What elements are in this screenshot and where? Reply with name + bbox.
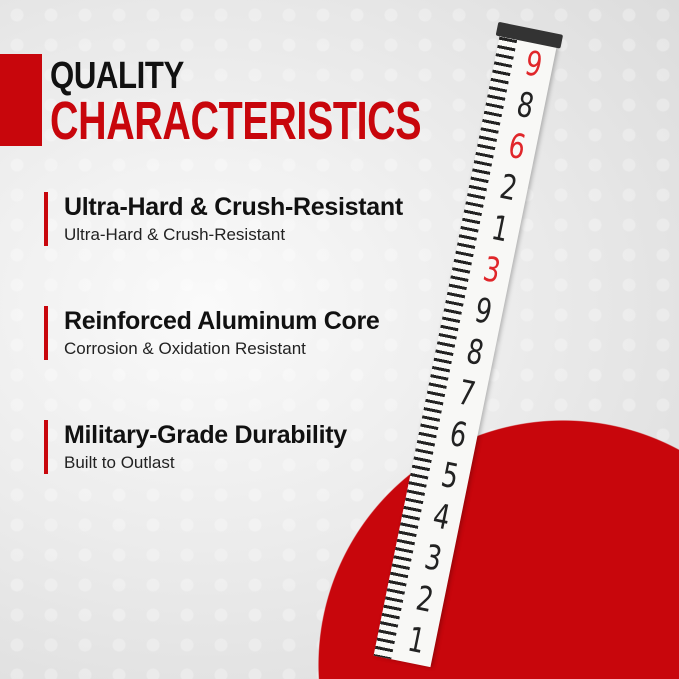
rod-number: 2 bbox=[412, 578, 437, 621]
feature-1: Ultra-Hard & Crush-Resistant Ultra-Hard … bbox=[44, 192, 403, 246]
heading-line1: QUALITY bbox=[50, 55, 184, 97]
rod-number: 5 bbox=[437, 454, 462, 498]
rod-number: 8 bbox=[463, 331, 487, 374]
rod-number: 3 bbox=[479, 249, 504, 292]
rod-number: 6 bbox=[446, 413, 471, 457]
rod-number: 8 bbox=[513, 84, 538, 128]
rod-number: 9 bbox=[471, 290, 496, 333]
rod-number: 9 bbox=[521, 43, 546, 86]
rod-number: 1 bbox=[404, 619, 429, 663]
feature-title: Reinforced Aluminum Core bbox=[64, 307, 380, 335]
rod-number: 6 bbox=[504, 125, 529, 169]
heading-accent-bar bbox=[0, 54, 42, 146]
feature-title: Military-Grade Durability bbox=[64, 421, 347, 449]
rod-number: 3 bbox=[421, 537, 446, 580]
heading-line2: CHARACTERISTICS bbox=[50, 91, 422, 151]
rod-number: 1 bbox=[488, 208, 513, 251]
feature-subtitle: Built to Outlast bbox=[64, 453, 175, 472]
feature-title: Ultra-Hard & Crush-Resistant bbox=[64, 193, 403, 221]
feature-2: Reinforced Aluminum Core Corrosion & Oxi… bbox=[44, 306, 380, 360]
feature-3: Military-Grade Durability Built to Outla… bbox=[44, 420, 347, 474]
feature-subtitle: Corrosion & Oxidation Resistant bbox=[64, 339, 306, 358]
feature-subtitle: Ultra-Hard & Crush-Resistant bbox=[64, 225, 286, 244]
rod-number: 7 bbox=[454, 372, 479, 416]
rod-number: 2 bbox=[496, 166, 521, 210]
red-circle-decoration bbox=[318, 420, 679, 679]
rod-number: 4 bbox=[429, 496, 454, 539]
